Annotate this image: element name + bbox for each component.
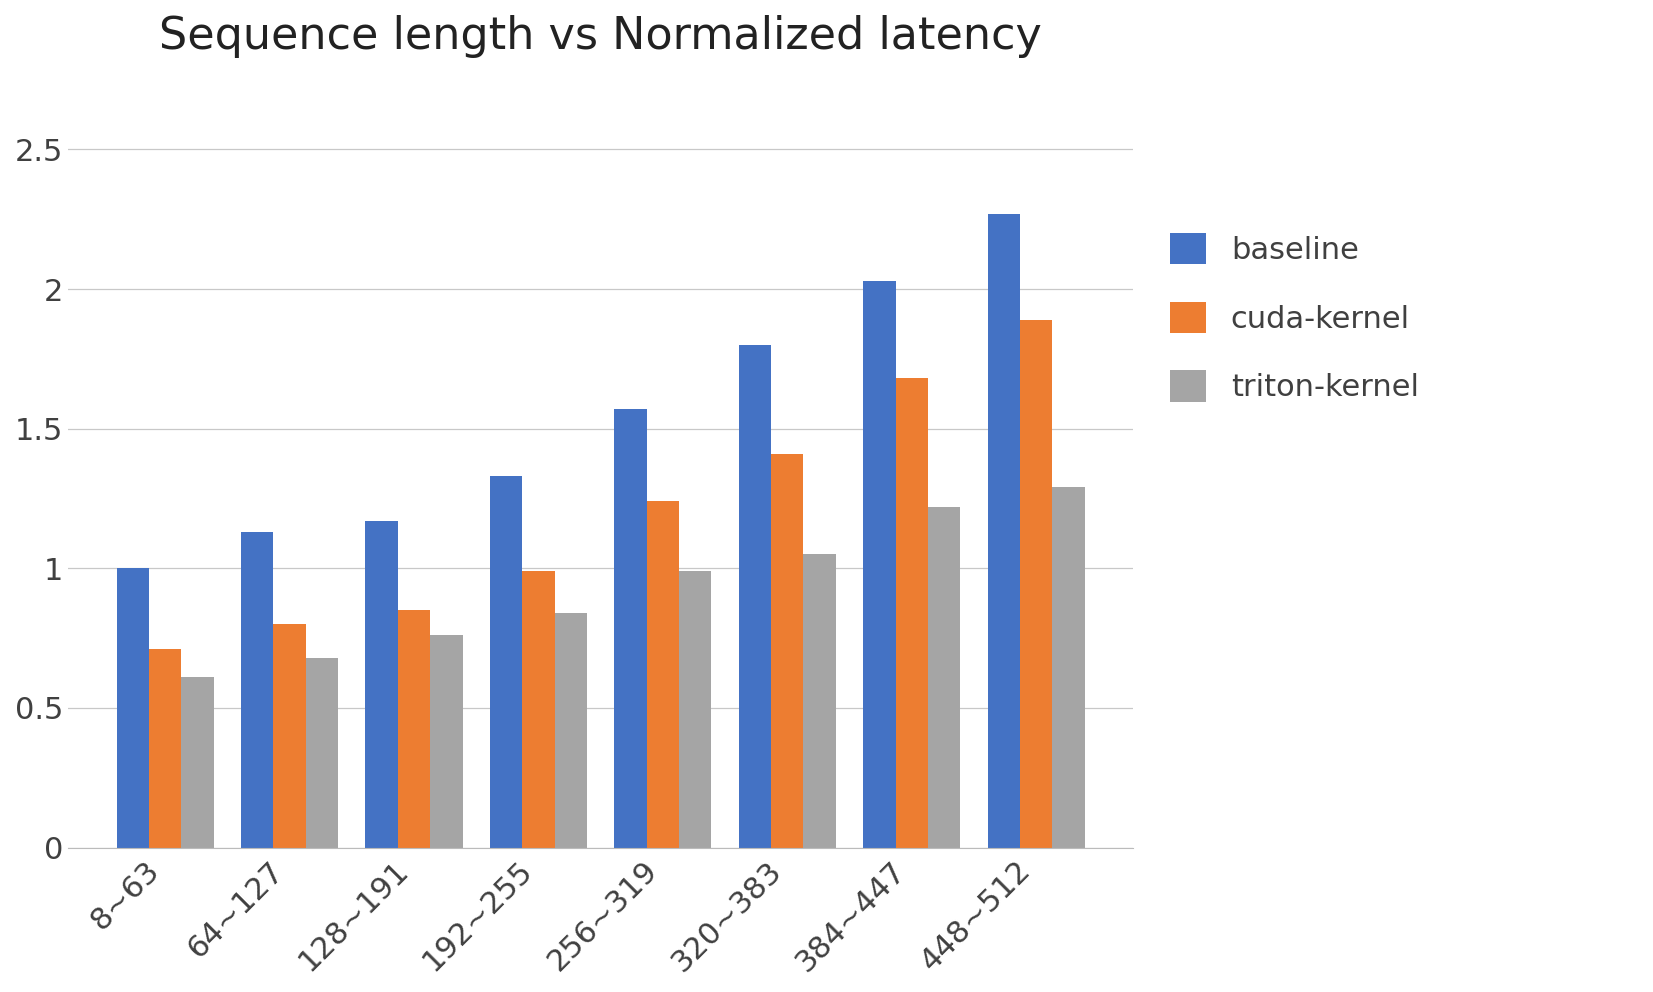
Title: Sequence length vs Normalized latency: Sequence length vs Normalized latency bbox=[159, 15, 1041, 58]
Bar bbox=[863, 281, 896, 847]
Bar bbox=[241, 532, 273, 847]
Bar bbox=[273, 624, 306, 847]
Bar bbox=[679, 571, 711, 847]
Bar bbox=[555, 613, 587, 847]
Bar bbox=[615, 409, 646, 847]
Bar bbox=[398, 610, 430, 847]
Bar bbox=[803, 555, 836, 847]
Bar bbox=[896, 378, 927, 847]
Bar bbox=[117, 568, 149, 847]
Bar bbox=[306, 658, 339, 847]
Bar bbox=[489, 476, 522, 847]
Bar bbox=[739, 345, 772, 847]
Bar bbox=[182, 678, 213, 847]
Bar bbox=[987, 213, 1020, 847]
Bar bbox=[149, 650, 182, 847]
Bar bbox=[1053, 487, 1084, 847]
Legend: baseline, cuda-kernel, triton-kernel: baseline, cuda-kernel, triton-kernel bbox=[1170, 233, 1418, 403]
Bar bbox=[1020, 319, 1053, 847]
Bar bbox=[430, 635, 463, 847]
Bar bbox=[365, 521, 398, 847]
Bar bbox=[772, 453, 803, 847]
Bar bbox=[646, 501, 679, 847]
Bar bbox=[927, 507, 960, 847]
Bar bbox=[522, 571, 555, 847]
